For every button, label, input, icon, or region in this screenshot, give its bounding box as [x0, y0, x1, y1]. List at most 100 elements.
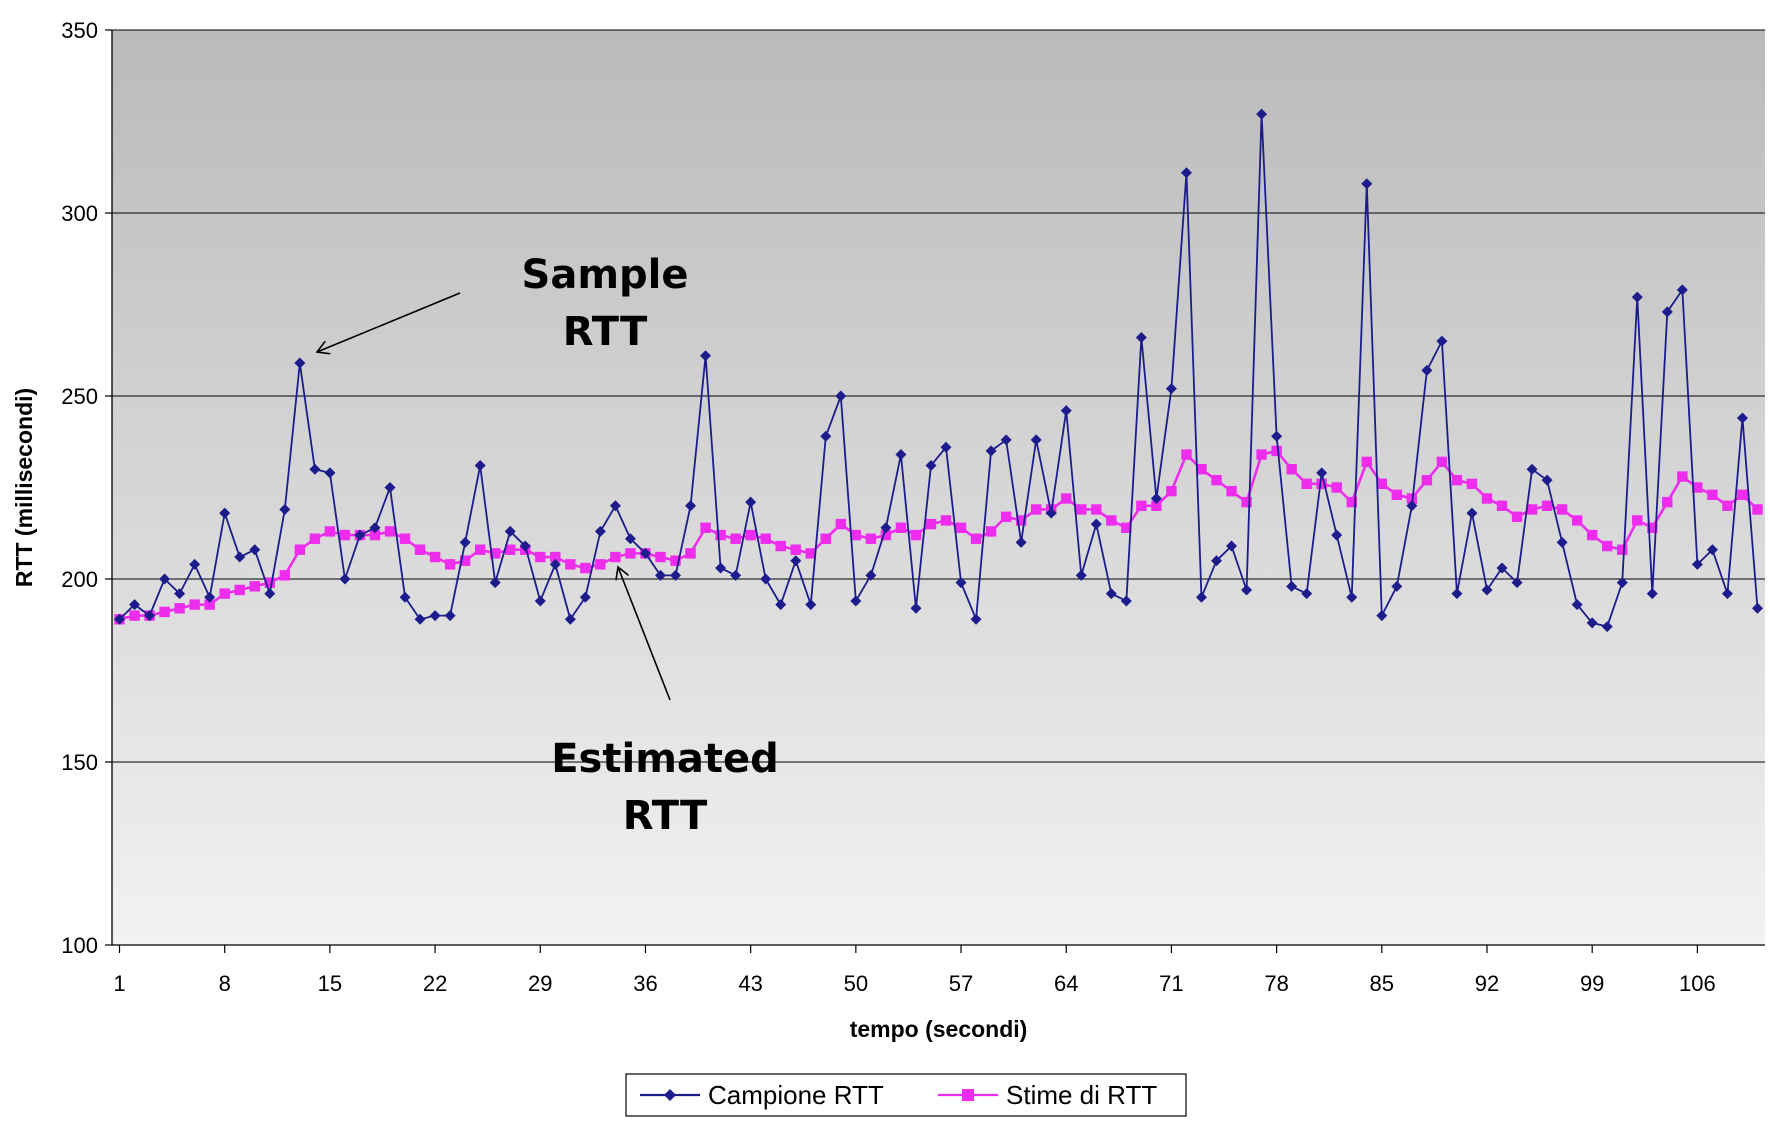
series-line — [118, 113, 1759, 628]
series-layer — [114, 108, 1763, 633]
data-point — [1346, 591, 1358, 603]
data-point — [955, 522, 967, 533]
data-point — [1030, 434, 1042, 446]
data-point — [384, 482, 396, 493]
y-tick-label: 150 — [61, 750, 98, 775]
y-axis-title: RTT (millisecondi) — [11, 388, 37, 587]
data-point — [850, 595, 862, 607]
data-point — [249, 544, 261, 556]
data-point — [594, 525, 606, 537]
data-point — [1256, 108, 1268, 120]
y-axis-ticks: 100 150 200 250 300 350 — [61, 18, 112, 958]
data-point — [1286, 580, 1298, 592]
data-point — [414, 544, 426, 555]
data-point — [1602, 540, 1613, 552]
x-tick-label: 43 — [738, 971, 762, 996]
data-point — [1391, 580, 1403, 592]
data-point — [1571, 599, 1583, 611]
data-point — [1406, 500, 1418, 512]
data-point — [204, 599, 215, 610]
data-point — [234, 584, 245, 596]
data-point — [624, 533, 636, 545]
data-point — [1481, 493, 1493, 504]
data-point — [1751, 602, 1763, 614]
y-tick-label: 350 — [61, 18, 98, 43]
data-point — [535, 551, 546, 563]
data-point — [1526, 463, 1538, 475]
data-point — [504, 525, 516, 537]
data-point — [609, 500, 621, 512]
data-point — [880, 529, 892, 541]
data-point — [1211, 555, 1223, 567]
data-point — [1496, 562, 1508, 574]
x-tick-label: 36 — [633, 971, 657, 996]
data-point — [579, 591, 591, 603]
data-point — [1631, 291, 1643, 303]
data-point — [1436, 456, 1448, 468]
data-point — [189, 558, 201, 570]
data-point — [1376, 610, 1388, 622]
data-point — [805, 599, 817, 611]
data-point — [1241, 584, 1253, 596]
data-point — [1661, 306, 1673, 318]
data-point — [1391, 489, 1403, 501]
data-point — [1707, 489, 1718, 501]
x-tick-label: 85 — [1370, 971, 1394, 996]
data-point — [970, 613, 982, 625]
data-point — [234, 551, 246, 563]
legend-marker — [962, 1089, 974, 1101]
series-stime-di-rtt — [114, 445, 1763, 625]
data-point — [1752, 504, 1763, 515]
data-point — [189, 599, 200, 610]
data-point — [1722, 500, 1733, 511]
data-point — [654, 569, 666, 581]
x-tick-label: 57 — [949, 971, 973, 996]
data-point — [429, 551, 441, 563]
annotation-arrow — [618, 567, 671, 701]
data-point — [1106, 515, 1117, 526]
data-point — [1120, 595, 1132, 607]
data-point — [895, 449, 907, 461]
data-point — [1496, 500, 1508, 511]
data-point — [159, 606, 170, 618]
data-point — [129, 599, 141, 611]
data-point — [1586, 617, 1598, 629]
data-point — [1601, 621, 1613, 633]
data-point — [700, 522, 711, 533]
x-tick-label: 8 — [219, 971, 231, 996]
data-point — [820, 430, 832, 442]
data-point — [775, 540, 786, 552]
data-point — [655, 551, 666, 563]
data-point — [1195, 591, 1207, 603]
data-point — [1226, 540, 1238, 552]
data-point — [519, 540, 531, 552]
data-point — [970, 533, 982, 544]
data-point — [399, 591, 411, 603]
data-point — [955, 577, 967, 589]
data-point — [505, 544, 516, 555]
data-point — [249, 581, 260, 592]
annotation-estimated-rtt: Estimated RTT — [551, 567, 779, 839]
legend: Campione RTT Stime di RTT — [625, 1073, 1187, 1117]
data-point — [730, 533, 741, 544]
data-point — [279, 503, 291, 515]
data-point — [1165, 383, 1177, 395]
data-point — [1361, 456, 1372, 468]
data-point — [309, 463, 321, 475]
data-point — [1226, 485, 1237, 497]
data-point — [219, 507, 231, 519]
data-point — [1541, 474, 1553, 486]
data-point — [294, 544, 306, 555]
data-point — [459, 536, 471, 548]
data-point — [1166, 485, 1177, 497]
data-point — [174, 603, 185, 614]
data-point — [1331, 529, 1343, 541]
data-point — [144, 610, 156, 622]
data-point — [1706, 544, 1718, 556]
data-point — [1301, 588, 1313, 600]
data-point — [264, 577, 275, 588]
x-tick-label: 22 — [423, 971, 447, 996]
data-point — [444, 610, 456, 622]
data-point — [309, 533, 321, 544]
data-point — [715, 529, 726, 541]
